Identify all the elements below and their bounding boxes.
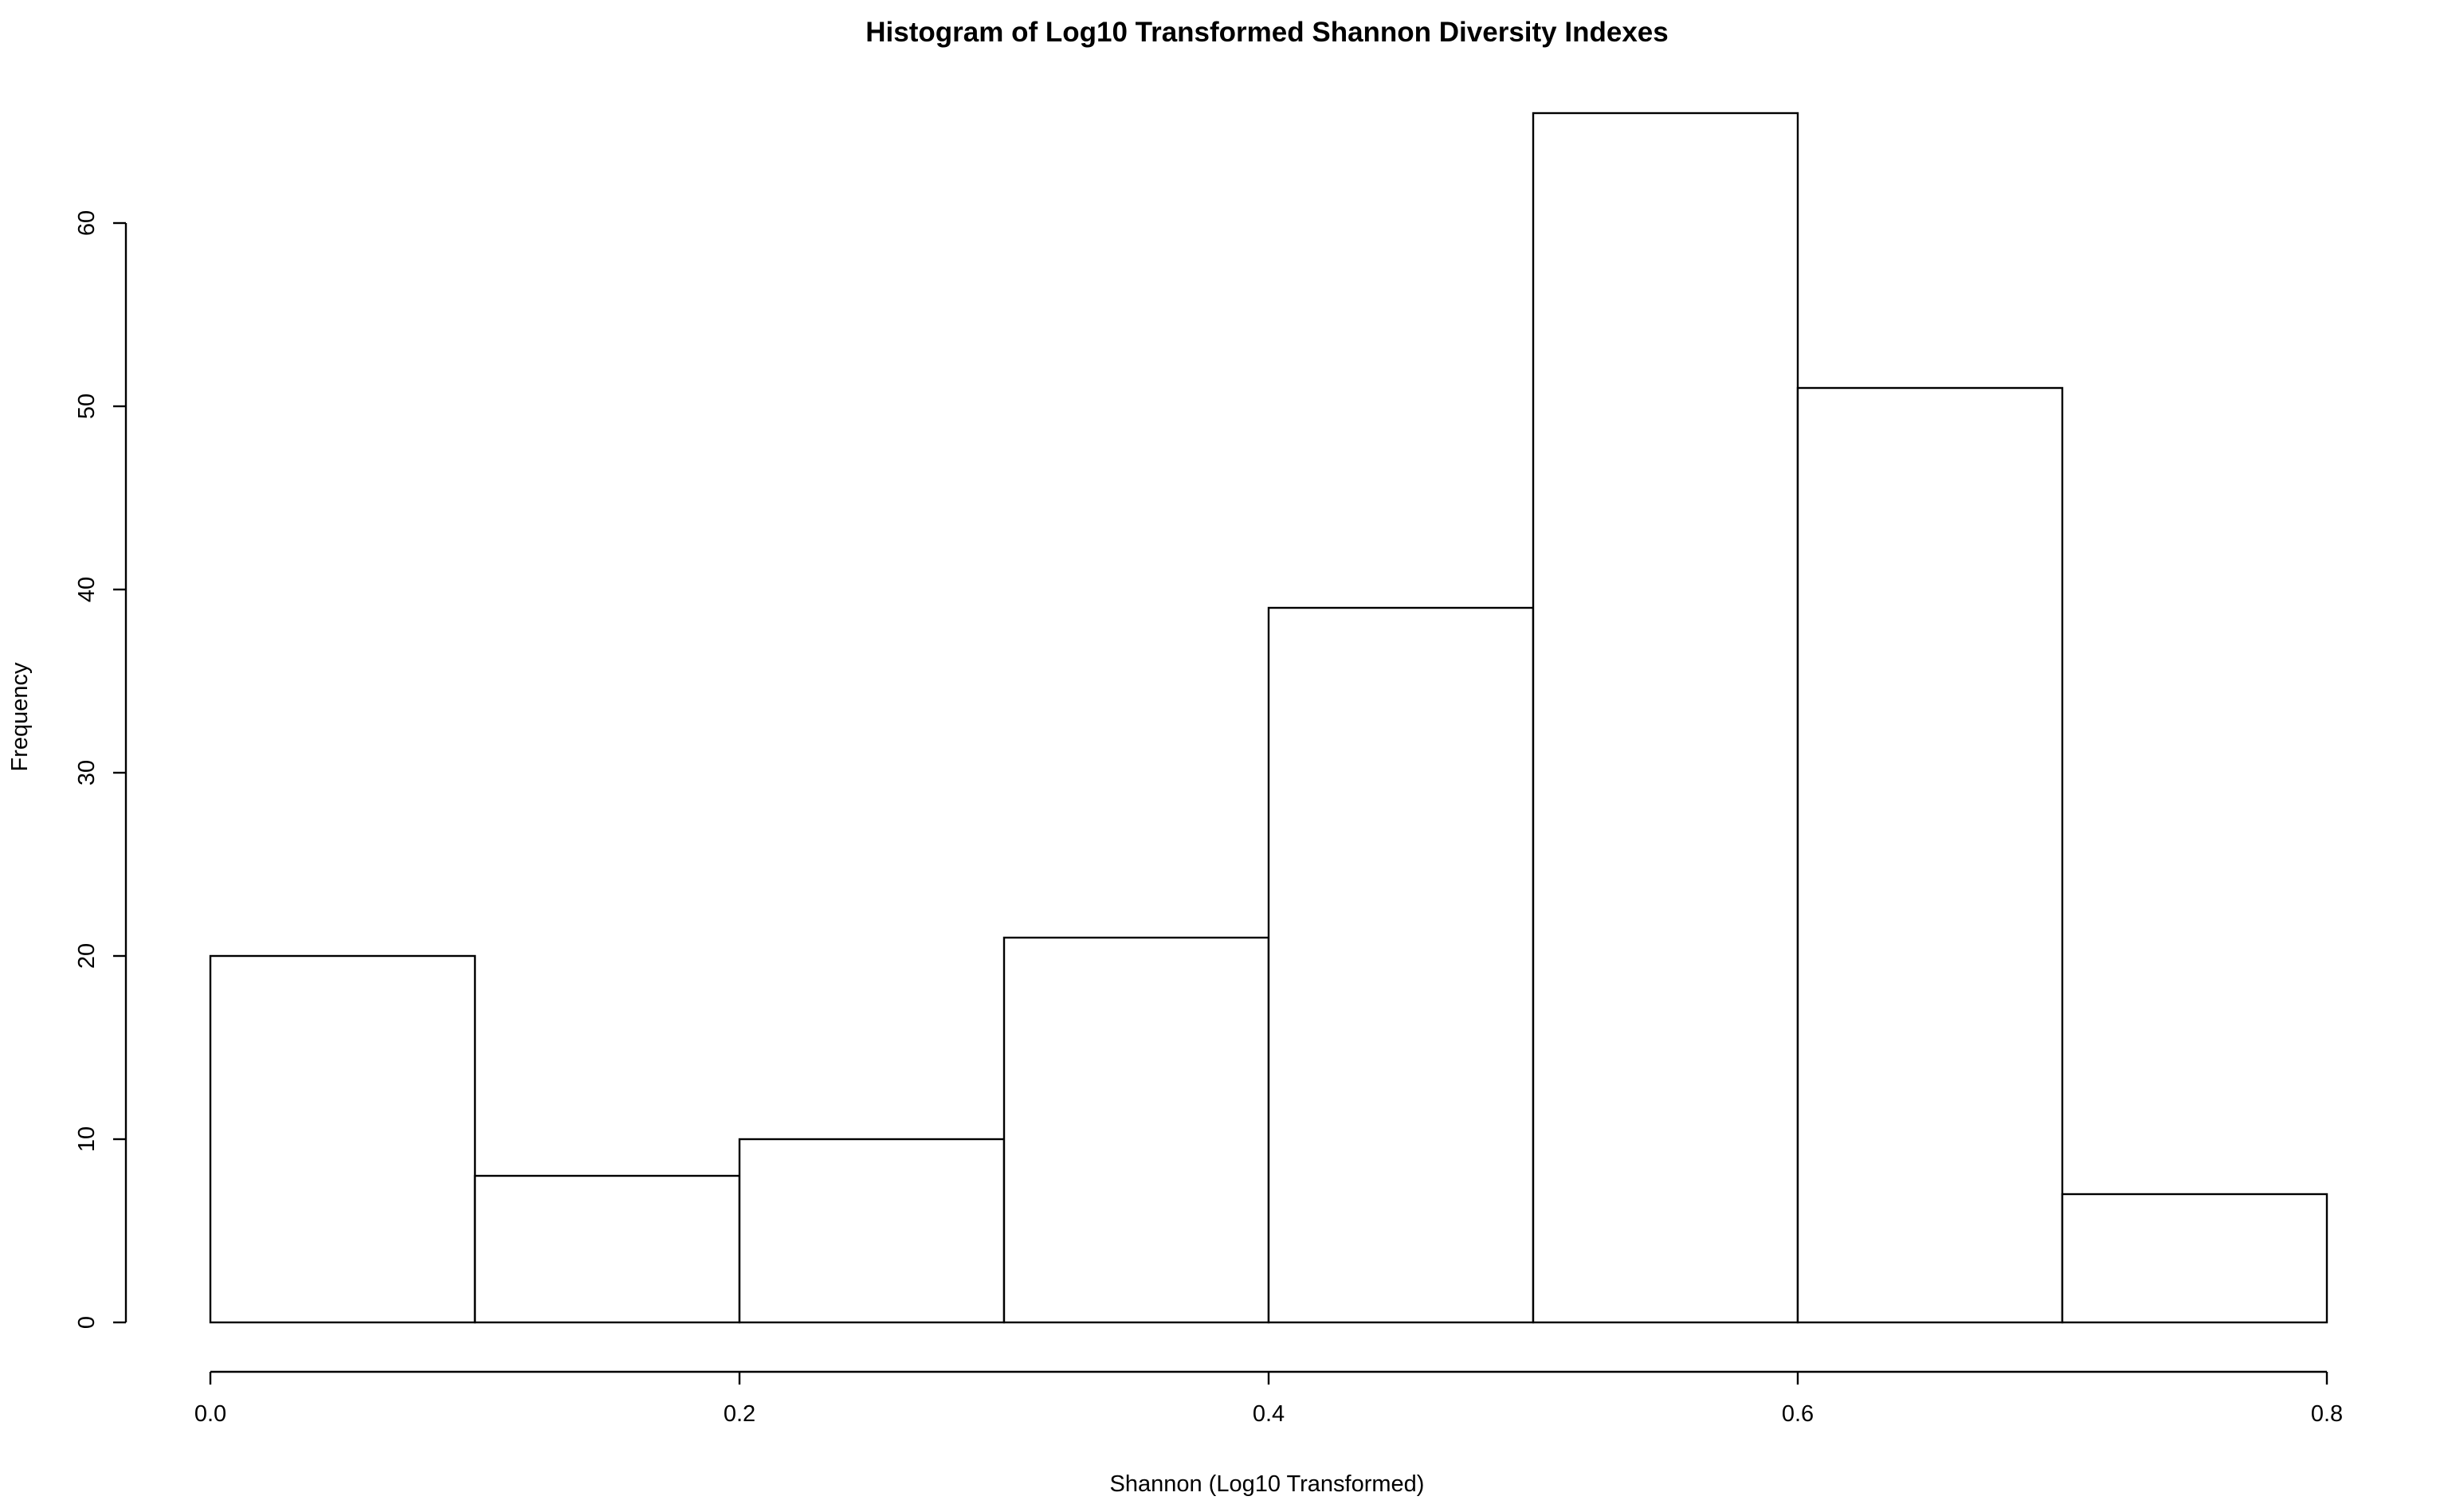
histogram-bar [1532, 112, 1799, 1324]
y-axis: 0 10 20 30 40 50 60 [74, 210, 128, 1329]
histogram-bar [473, 1174, 741, 1324]
x-tick-label: 0.2 [724, 1401, 755, 1427]
y-tick-label: 0 [74, 1316, 100, 1329]
x-axis-title: Shannon (Log10 Transformed) [1110, 1471, 1425, 1497]
y-tick-label: 50 [74, 394, 100, 419]
chart-title: Histogram of Log10 Transformed Shannon D… [865, 17, 1668, 48]
histogram-bar [209, 954, 477, 1324]
x-axis: 0.0 0.2 0.4 0.6 0.8 [194, 1370, 2343, 1427]
y-axis-title: Frequency [7, 662, 33, 772]
x-tick-label: 0.0 [194, 1401, 226, 1427]
x-tick-label: 0.6 [1782, 1401, 1814, 1427]
histogram-bar [2061, 1193, 2328, 1324]
histogram-bar [1796, 386, 2064, 1324]
x-tick-label: 0.8 [2311, 1401, 2343, 1427]
y-tick-label: 30 [74, 760, 100, 785]
histogram-bar [1002, 936, 1270, 1324]
y-tick-label: 60 [74, 210, 100, 236]
y-tick-label: 20 [74, 943, 100, 969]
histogram-bar [738, 1138, 1006, 1324]
histogram-bar [1267, 606, 1535, 1324]
bars-group [209, 112, 2328, 1324]
y-tick-label: 10 [74, 1126, 100, 1152]
x-tick-label: 0.4 [1253, 1401, 1285, 1427]
y-tick-label: 40 [74, 577, 100, 602]
